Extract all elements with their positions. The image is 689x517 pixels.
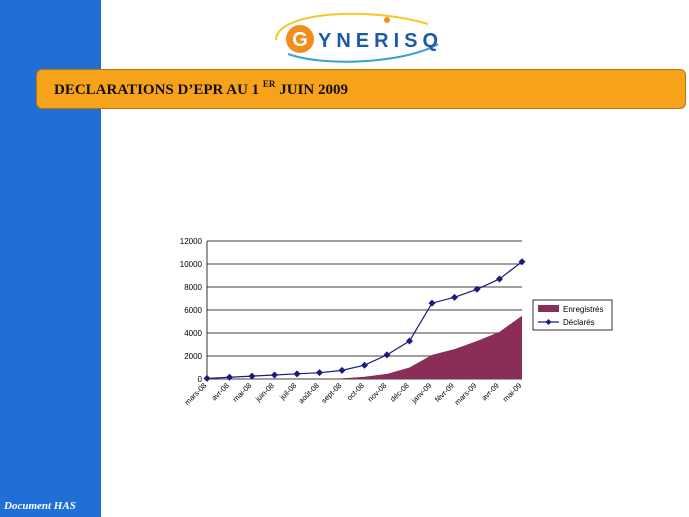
document-source-label: Document HAS [4, 500, 76, 512]
logo-dot [384, 17, 390, 23]
x-tick-label: avr-09 [480, 381, 501, 402]
data-point-declares [203, 374, 211, 382]
data-point-declares [406, 337, 413, 345]
legend-label-enregistres: Enregistrés [563, 305, 603, 314]
title-prefix: DECLARATIONS D’EPR AU 1 [54, 82, 263, 98]
x-tick-label: déc-08 [388, 381, 411, 404]
series-area-enregistres [207, 315, 522, 379]
data-point-declares [361, 361, 368, 369]
y-tick-label: 2000 [184, 352, 202, 361]
legend-swatch-enregistres [538, 305, 559, 312]
data-point-declares [496, 275, 503, 283]
x-tick-label: nov-08 [366, 381, 389, 404]
x-tick-label: mars-08 [183, 381, 209, 407]
x-tick-label: oct-08 [345, 381, 366, 402]
data-point-declares [473, 285, 481, 293]
data-point-declares [226, 373, 233, 381]
x-tick-label: mai-08 [231, 381, 254, 404]
data-point-declares [518, 258, 526, 266]
logo-arc-top [275, 12, 429, 41]
x-tick-label: mars-09 [453, 381, 479, 407]
title-banner: DECLARATIONS D’EPR AU 1 ER JUIN 2009 [36, 69, 686, 109]
data-point-declares [271, 371, 278, 379]
logo-text: YNERISQ [318, 30, 443, 52]
data-point-declares [383, 351, 391, 359]
logo-arc-bottom [287, 43, 439, 63]
title-superscript: ER [262, 79, 276, 89]
declarations-chart: 0 2000 4000 6000 8000 10000 12000 mars-08 avr-08… [180, 237, 613, 407]
y-tick-label: 12000 [180, 237, 203, 246]
title-suffix: JUIN 2009 [275, 82, 348, 98]
x-tick-label: août-08 [297, 381, 321, 405]
logo-letter-badge [286, 25, 314, 53]
y-tick-label: 6000 [184, 306, 202, 315]
y-tick-label: 8000 [184, 283, 202, 292]
data-point-declares [316, 369, 323, 377]
x-tick-label: avr-08 [210, 381, 231, 402]
x-tick-label: janv-09 [409, 381, 433, 405]
y-tick-label: 0 [198, 375, 203, 384]
page-title: DECLARATIONS D’EPR AU 1 ER JUIN 2009 [54, 79, 348, 99]
y-tick-label: 4000 [184, 329, 202, 338]
x-tick-label: juin-08 [253, 381, 276, 404]
data-point-declares [293, 370, 301, 378]
x-tick-label: sept-08 [319, 381, 343, 405]
data-point-declares [248, 372, 256, 380]
y-tick-label: 10000 [180, 260, 203, 269]
logo-letter: G [292, 29, 308, 51]
data-point-declares [428, 299, 436, 307]
x-tick-label: mai-09 [501, 381, 524, 404]
data-point-declares [338, 366, 346, 374]
legend-label-declares: Déclarés [563, 318, 595, 327]
data-point-declares [451, 293, 458, 301]
legend-marker-declares [545, 319, 552, 325]
gynerisq-logo: G YNERISQ [275, 12, 443, 63]
